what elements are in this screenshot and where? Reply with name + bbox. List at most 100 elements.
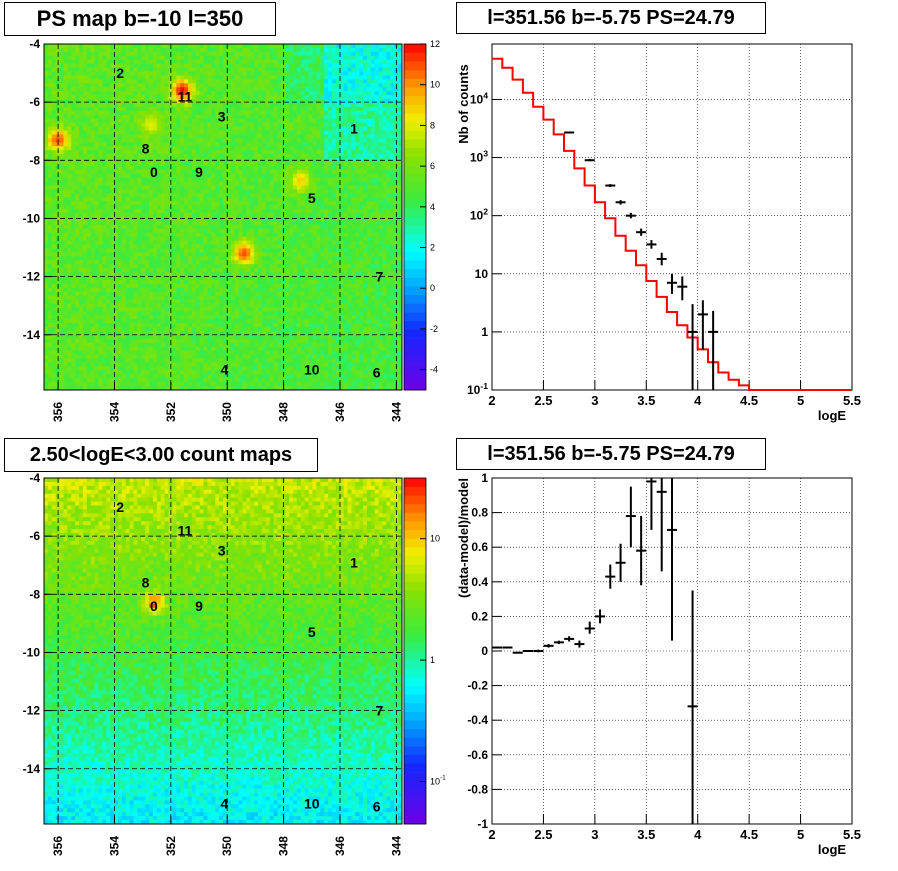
colorbar-band — [404, 780, 426, 790]
map-xtick-label: 352 — [164, 402, 178, 422]
source-label: 6 — [373, 365, 381, 381]
plot-xtick-label: 2.5 — [534, 827, 552, 842]
map-xtick-label: 356 — [51, 836, 65, 856]
colorbar-band — [404, 573, 426, 583]
colorbar-band — [404, 625, 426, 634]
colorbar-band — [404, 685, 426, 695]
residual-title: l=351.56 b=-5.75 PS=24.79 — [456, 438, 766, 470]
map-ytick-label: -12 — [23, 704, 41, 718]
colorbar-band — [404, 242, 426, 252]
map1-title: PS map b=-10 l=350 — [4, 2, 276, 36]
map-xtick-label: 344 — [389, 402, 403, 422]
colorbar-band — [404, 720, 426, 730]
colorbar-band — [404, 702, 426, 712]
colorbar-band — [404, 165, 426, 175]
plot-ytick-label: -0.4 — [467, 713, 488, 727]
colorbar-band — [404, 676, 426, 686]
source-label: 7 — [376, 703, 384, 719]
map-xtick-label: 346 — [333, 836, 347, 856]
plot-ytick-label: 1 — [481, 325, 488, 339]
source-label: 5 — [308, 624, 316, 640]
plot-xtick-label: 2 — [488, 827, 495, 842]
plot-xtick-label: 5.5 — [843, 393, 861, 408]
colorbar-band — [404, 754, 426, 764]
colorbar-band — [404, 104, 426, 114]
colorbar-band — [404, 61, 426, 71]
colorbar-band — [404, 130, 426, 140]
colorbar-tick-label: 10-1 — [430, 775, 446, 787]
colorbar-tick-label: -2 — [430, 324, 438, 334]
map-xtick-label: 350 — [220, 836, 234, 856]
colorbar-band — [404, 668, 426, 678]
source-label: 10 — [304, 362, 320, 378]
colorbar-band — [404, 338, 426, 348]
colorbar-band — [404, 355, 426, 365]
colorbar-band — [404, 538, 426, 548]
plot-xtick-label: 3.5 — [637, 393, 655, 408]
map-ytick-label: -14 — [23, 762, 41, 776]
plot-xlabel: logE — [818, 408, 846, 423]
colorbar-band — [404, 763, 426, 773]
map-xtick-label: 346 — [333, 402, 347, 422]
plot-xtick-label: 3.5 — [637, 827, 655, 842]
colorbar-band — [404, 286, 426, 296]
plot-ytick-label: 0.8 — [471, 506, 488, 520]
colorbar-band — [404, 320, 426, 330]
colorbar-band — [404, 711, 426, 721]
spectrum-panel: 2 2.5 3 3.5 4 4.5 5 5.5 10-1 1 10 102 103 104 logE Nb o… — [456, 43, 861, 423]
colorbar-band — [404, 251, 426, 261]
plot-xtick-label: 2.5 — [534, 393, 552, 408]
plot-xlabel: logE — [818, 842, 846, 857]
colorbar-band — [404, 139, 426, 149]
plot-ytick-label: 103 — [470, 149, 488, 165]
map-ytick-label: -14 — [23, 328, 41, 342]
colorbar-band — [404, 234, 426, 244]
colorbar-band — [404, 217, 426, 226]
plot-ytick-label: -0.2 — [467, 679, 488, 693]
colorbar-band — [404, 555, 426, 565]
colorbar-tick-label: 0 — [430, 283, 435, 293]
map-ytick-label: -10 — [23, 211, 41, 225]
map-pixels — [44, 478, 403, 825]
source-label: 11 — [178, 88, 193, 104]
colorbar-band — [404, 346, 426, 356]
plot-frame — [491, 43, 853, 391]
plot-xtick-label: 5 — [797, 393, 804, 408]
map-ytick-label: -4 — [29, 37, 40, 51]
colorbar-band — [404, 199, 426, 209]
colorbar-tick-label: 1 — [430, 655, 435, 665]
colorbar-band — [404, 521, 426, 531]
colorbar-frame — [403, 43, 427, 391]
colorbar-band — [404, 728, 426, 738]
colorbar-band — [404, 633, 426, 643]
source-label: 3 — [218, 543, 226, 559]
colorbar-band — [404, 95, 426, 105]
plot-ytick-label: 0.4 — [471, 575, 488, 589]
map-pixels — [44, 44, 403, 391]
map-ytick-label: -8 — [29, 587, 40, 601]
colorbar-band — [404, 268, 426, 278]
colorbar-band — [404, 277, 426, 287]
plot-xtick-label: 4.5 — [740, 393, 758, 408]
source-label: 8 — [142, 575, 150, 591]
colorbar-band — [404, 737, 426, 747]
map-ytick-label: -10 — [23, 645, 41, 659]
colorbar-tick-label: 10 — [430, 80, 440, 90]
colorbar-band — [404, 503, 426, 513]
colorbar-band — [404, 806, 426, 816]
source-label: 10 — [304, 796, 320, 812]
plot-ytick-label: 0 — [481, 644, 488, 658]
plot-ytick-label: 10-1 — [467, 381, 488, 397]
plot-xtick-label: 4 — [694, 393, 702, 408]
map-xtick-label: 348 — [277, 402, 291, 422]
plot-xtick-label: 4.5 — [740, 827, 758, 842]
source-label: 4 — [221, 796, 229, 812]
model-spectrum-line — [492, 57, 852, 391]
map-ytick-label: -6 — [29, 529, 40, 543]
colorbar-band — [404, 52, 426, 62]
map-frame — [43, 477, 403, 825]
source-label: 3 — [218, 109, 226, 125]
colorbar-band — [404, 529, 426, 539]
colorbar-band — [404, 147, 426, 157]
residual-panel: 2 2.5 3 3.5 4 4.5 5 5.5 -1 -0.8 -0.6 -0.4 -0.2 0 0.2 0.… — [456, 471, 861, 857]
